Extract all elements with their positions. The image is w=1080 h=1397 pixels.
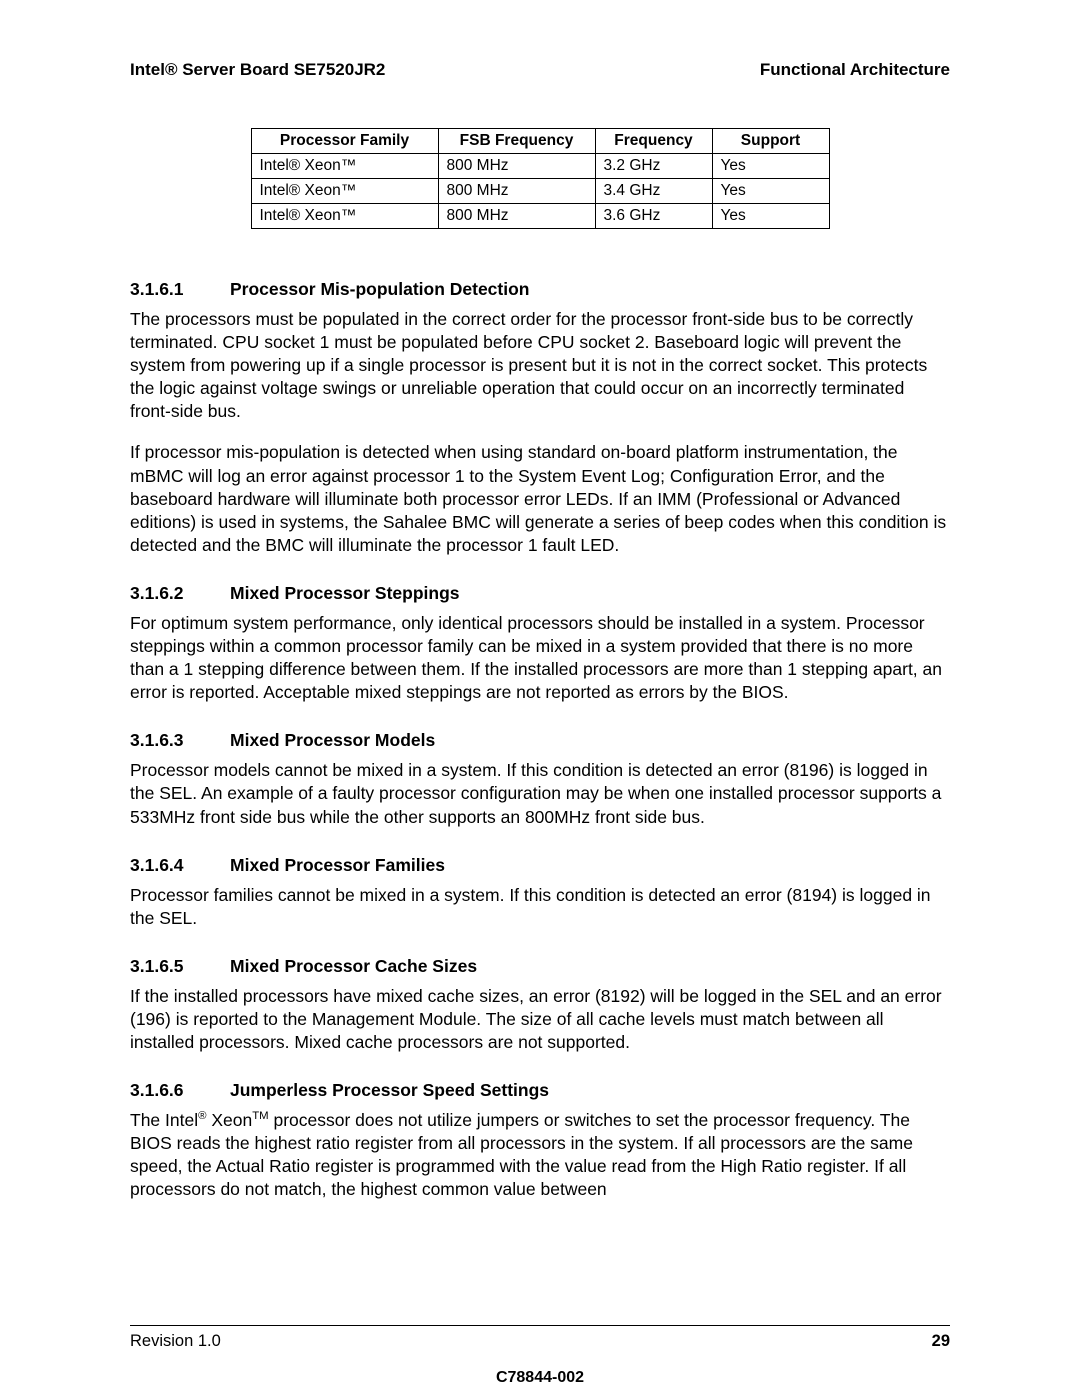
table-cell: 3.4 GHz [595,179,712,204]
table-cell: 3.2 GHz [595,154,712,179]
table-header-cell: Support [712,129,829,154]
section-title: Processor Mis-population Detection [230,279,529,299]
section-number: 3.1.6.3 [130,730,230,751]
table-cell: 800 MHz [438,154,595,179]
section-title: Mixed Processor Cache Sizes [230,956,477,976]
table-header-cell: FSB Frequency [438,129,595,154]
section-title: Jumperless Processor Speed Settings [230,1080,549,1100]
section: 3.1.6.2Mixed Processor Steppings For opti… [130,583,950,704]
page-footer: Revision 1.0 29 C78844-002 [130,1325,950,1351]
body-paragraph: Processor models cannot be mixed in a sy… [130,759,950,828]
table-cell: 800 MHz [438,204,595,229]
table-row: Intel® Xeon™800 MHz3.2 GHzYes [251,154,829,179]
section-number: 3.1.6.5 [130,956,230,977]
body-paragraph: If processor mis-population is detected … [130,441,950,556]
processor-support-table: Processor FamilyFSB FrequencyFrequencySu… [251,128,830,229]
body-paragraph: Processor families cannot be mixed in a … [130,884,950,930]
table-cell: Intel® Xeon™ [251,154,438,179]
table-cell: Yes [712,179,829,204]
section-title: Mixed Processor Models [230,730,435,750]
body-paragraph: The processors must be populated in the … [130,308,950,423]
section-heading: 3.1.6.3Mixed Processor Models [130,730,950,751]
table-row: Intel® Xeon™800 MHz3.4 GHzYes [251,179,829,204]
header-right: Functional Architecture [760,60,950,80]
body-paragraph: If the installed processors have mixed c… [130,985,950,1054]
table-header-cell: Processor Family [251,129,438,154]
table-header-cell: Frequency [595,129,712,154]
section: 3.1.6.1Processor Mis-population Detectio… [130,279,950,557]
footer-revision: Revision 1.0 [130,1332,221,1351]
section-number: 3.1.6.4 [130,855,230,876]
section: 3.1.6.6Jumperless Processor Speed Settin… [130,1080,950,1201]
section-heading: 3.1.6.1Processor Mis-population Detectio… [130,279,950,300]
table-cell: 800 MHz [438,179,595,204]
table-cell: Yes [712,154,829,179]
body-paragraph: The Intel® XeonTM processor does not uti… [130,1109,950,1201]
table-row: Intel® Xeon™800 MHz3.6 GHzYes [251,204,829,229]
table-cell: Intel® Xeon™ [251,204,438,229]
footer-page-number: 29 [932,1332,950,1351]
section-title: Mixed Processor Steppings [230,583,460,603]
section-heading: 3.1.6.5Mixed Processor Cache Sizes [130,956,950,977]
table-cell: Intel® Xeon™ [251,179,438,204]
page-header: Intel® Server Board SE7520JR2 Functional… [130,60,950,80]
section-number: 3.1.6.1 [130,279,230,300]
section: 3.1.6.4Mixed Processor Families Processor… [130,855,950,930]
table-cell: Yes [712,204,829,229]
section-number: 3.1.6.2 [130,583,230,604]
section: 3.1.6.3Mixed Processor Models Processor m… [130,730,950,828]
section: 3.1.6.5Mixed Processor Cache Sizes If the… [130,956,950,1054]
section-heading: 3.1.6.2Mixed Processor Steppings [130,583,950,604]
section-heading: 3.1.6.4Mixed Processor Families [130,855,950,876]
table-header-row: Processor FamilyFSB FrequencyFrequencySu… [251,129,829,154]
section-number: 3.1.6.6 [130,1080,230,1101]
table-cell: 3.6 GHz [595,204,712,229]
section-title: Mixed Processor Families [230,855,445,875]
header-left: Intel® Server Board SE7520JR2 [130,60,385,80]
page: Intel® Server Board SE7520JR2 Functional… [0,0,1080,1397]
section-heading: 3.1.6.6Jumperless Processor Speed Settin… [130,1080,950,1101]
body-paragraph: For optimum system performance, only ide… [130,612,950,704]
footer-docid: C78844-002 [130,1369,950,1387]
